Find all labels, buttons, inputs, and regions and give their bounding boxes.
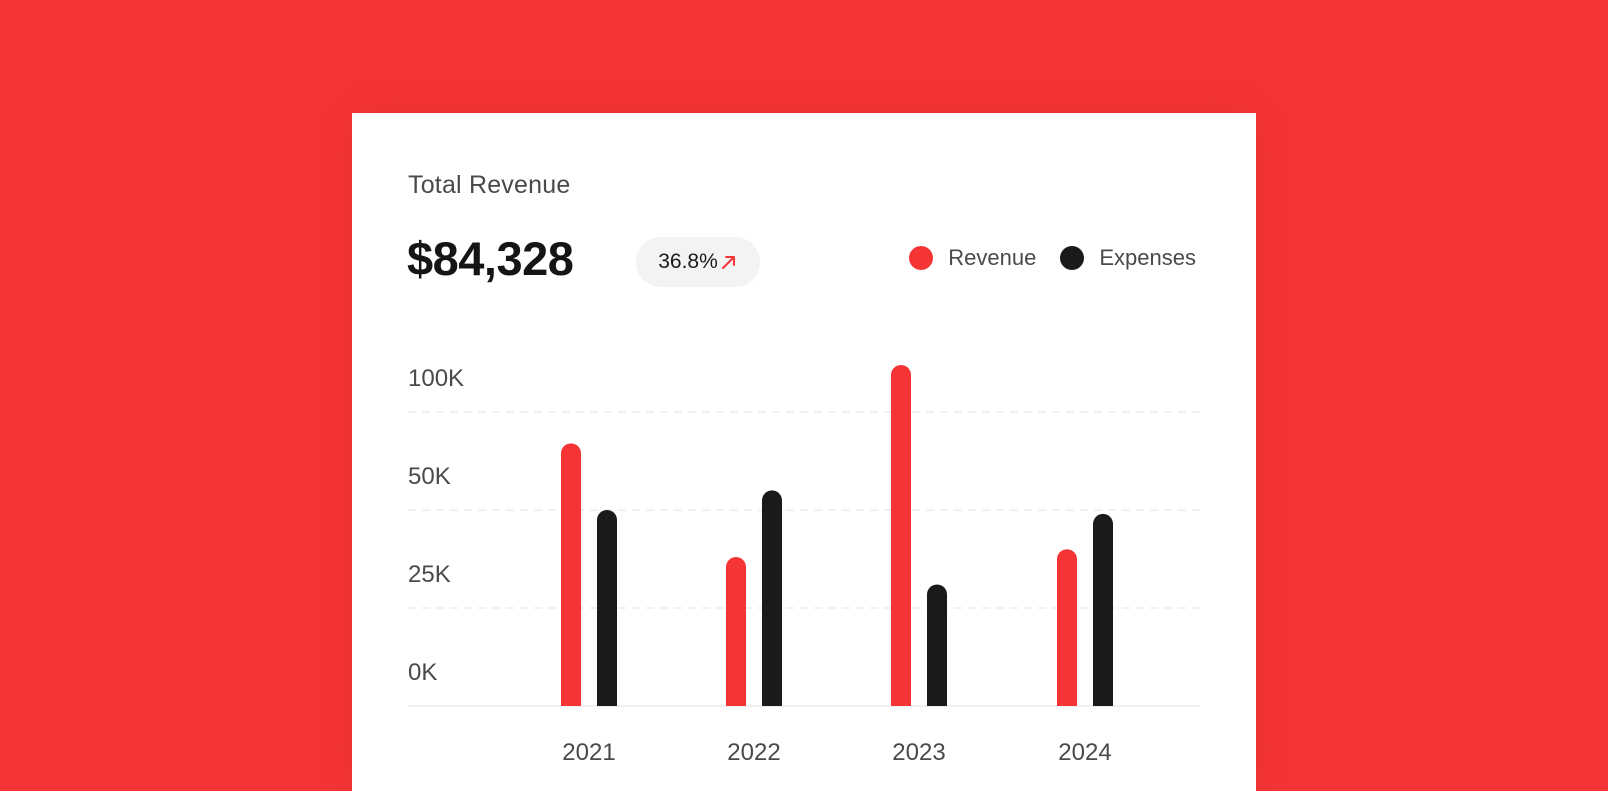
y-tick-label: 25K <box>408 561 451 588</box>
bar-expenses-2021 <box>597 510 617 706</box>
total-revenue-amount: $84,328 <box>407 232 574 285</box>
x-tick-label: 2022 <box>727 739 780 766</box>
bar-revenue-2021 <box>561 443 581 706</box>
bar-revenue-2024 <box>1057 549 1077 706</box>
bar-revenue-2023 <box>891 364 911 706</box>
legend-item-revenue: Revenue <box>909 245 1036 271</box>
revenue-card: Total Revenue $84,328 36.8% Revenue Expe… <box>352 113 1256 791</box>
revenue-expenses-bar-chart: 0K 25K 50K 100K 2021 2022 2023 2024 <box>408 364 1200 766</box>
x-tick-label: 2021 <box>562 739 615 766</box>
chart-legend: Revenue Expenses <box>885 245 1196 271</box>
y-tick-label: 100K <box>408 365 464 392</box>
expenses-dot <box>1060 246 1085 270</box>
card-title: Total Revenue <box>408 171 571 199</box>
bar-expenses-2023 <box>927 584 947 706</box>
legend-label-revenue: Revenue <box>948 245 1037 270</box>
y-tick-label: 50K <box>408 463 451 490</box>
bar-expenses-2022 <box>762 490 782 706</box>
legend-item-expenses: Expenses <box>1060 245 1196 271</box>
y-tick-label: 0K <box>408 659 437 686</box>
x-tick-label: 2024 <box>1058 739 1111 766</box>
revenue-dot <box>909 246 934 270</box>
x-tick-label: 2023 <box>892 739 945 766</box>
arrow-up-right-icon <box>720 253 738 271</box>
legend-label-expenses: Expenses <box>1099 245 1196 270</box>
bar-revenue-2022 <box>726 557 746 706</box>
bar-expenses-2024 <box>1093 513 1113 706</box>
change-badge: 36.8% <box>636 237 760 287</box>
change-percent: 36.8% <box>658 250 718 273</box>
